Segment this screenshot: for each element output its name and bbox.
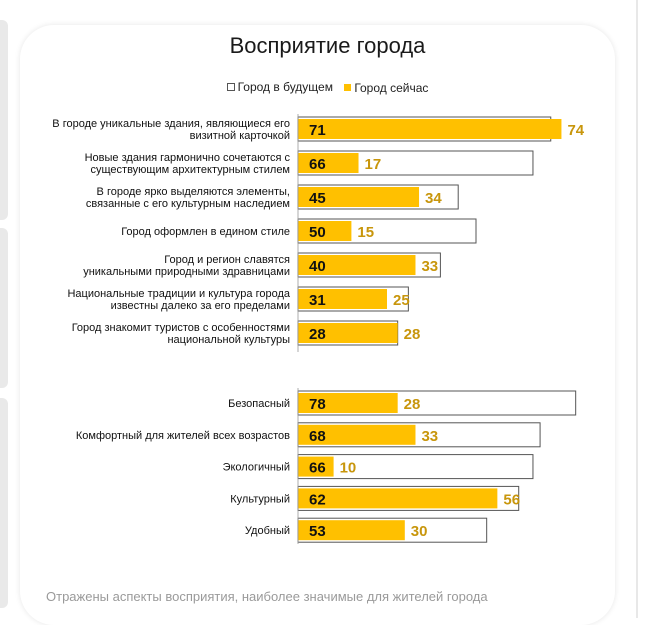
category-label: существующим архитектурным стилем xyxy=(90,164,290,176)
footnote: Отражены аспекты восприятия, наиболее зн… xyxy=(46,589,488,604)
bar-now xyxy=(298,393,398,413)
bar-now xyxy=(298,424,416,445)
value-label-future: 45 xyxy=(309,190,326,207)
category-label: Безопасный xyxy=(228,398,290,410)
chart-title: Восприятие города xyxy=(229,33,426,58)
category-label: Новые здания гармонично сочетаются с xyxy=(85,152,291,164)
category-label: Удобный xyxy=(245,525,290,537)
category-label: В городе уникальные здания, являющиеся е… xyxy=(52,118,290,130)
category-label: Город оформлен в едином стиле xyxy=(121,226,290,238)
category-label: Культурный xyxy=(230,493,290,505)
value-label-future: 40 xyxy=(309,258,326,275)
category-label: Национальные традиции и культура города xyxy=(67,288,290,300)
category-label: национальной культуры xyxy=(167,334,290,346)
category-label: Город и регион славятся xyxy=(164,254,290,266)
bar-now xyxy=(298,119,562,139)
right-divider xyxy=(636,0,638,618)
value-label-now: 10 xyxy=(340,460,357,477)
legend-item-now: Город сейчас xyxy=(344,81,428,95)
value-label-future: 62 xyxy=(309,491,326,508)
side-decor-top xyxy=(0,20,8,220)
category-label: Комфортный для жителей всех возрастов xyxy=(76,430,290,442)
value-label-now: 17 xyxy=(365,156,382,173)
legend: Город в будущем Город сейчас xyxy=(0,80,655,95)
bar-now xyxy=(298,187,420,207)
category-label: известны далеко за его пределами xyxy=(111,300,290,312)
bar-now xyxy=(298,488,498,509)
value-label-now: 33 xyxy=(421,428,438,445)
legend-item-future: Город в будущем xyxy=(226,80,333,94)
legend-label-future: Город в будущем xyxy=(237,80,333,94)
value-label-future: 66 xyxy=(309,156,326,173)
value-label-now: 56 xyxy=(503,491,520,508)
category-label: уникальными природными здравницами xyxy=(83,266,290,278)
value-label-future: 50 xyxy=(309,224,326,241)
bar-now xyxy=(298,289,387,309)
value-label-future: 28 xyxy=(309,326,326,343)
value-label-future: 66 xyxy=(309,460,326,477)
value-label-future: 53 xyxy=(309,523,326,540)
value-label-now: 74 xyxy=(567,122,584,139)
value-label-future: 68 xyxy=(309,428,326,445)
value-label-now: 30 xyxy=(411,523,428,540)
value-label-now: 15 xyxy=(357,224,374,241)
bar-now xyxy=(298,153,359,173)
value-label-now: 28 xyxy=(404,326,421,343)
bar-now xyxy=(298,456,334,477)
value-label-now: 34 xyxy=(425,190,442,207)
side-decor-bottom xyxy=(0,398,8,608)
bar-now xyxy=(298,255,416,275)
bar-now xyxy=(298,323,398,343)
value-label-future: 31 xyxy=(309,292,326,309)
category-label: Экологичный xyxy=(223,462,290,474)
value-label-now: 25 xyxy=(393,292,410,309)
legend-swatch-future xyxy=(226,83,235,91)
category-label: Город знакомит туристов с особенностями xyxy=(72,322,290,334)
legend-label-now: Город сейчас xyxy=(354,80,429,95)
value-label-future: 71 xyxy=(309,122,326,139)
category-label: В городе ярко выделяются элементы, xyxy=(97,186,290,198)
value-label-future: 78 xyxy=(309,396,326,413)
bar-now xyxy=(298,520,405,541)
legend-swatch-now xyxy=(344,84,352,91)
category-label: связанные с его культурным наследием xyxy=(86,198,290,210)
value-label-now: 28 xyxy=(404,396,421,413)
side-decor-middle xyxy=(0,228,8,388)
category-label: визитной карточкой xyxy=(190,130,290,142)
value-label-now: 33 xyxy=(421,258,438,275)
bar-future xyxy=(297,454,534,480)
bar-now xyxy=(298,221,352,241)
